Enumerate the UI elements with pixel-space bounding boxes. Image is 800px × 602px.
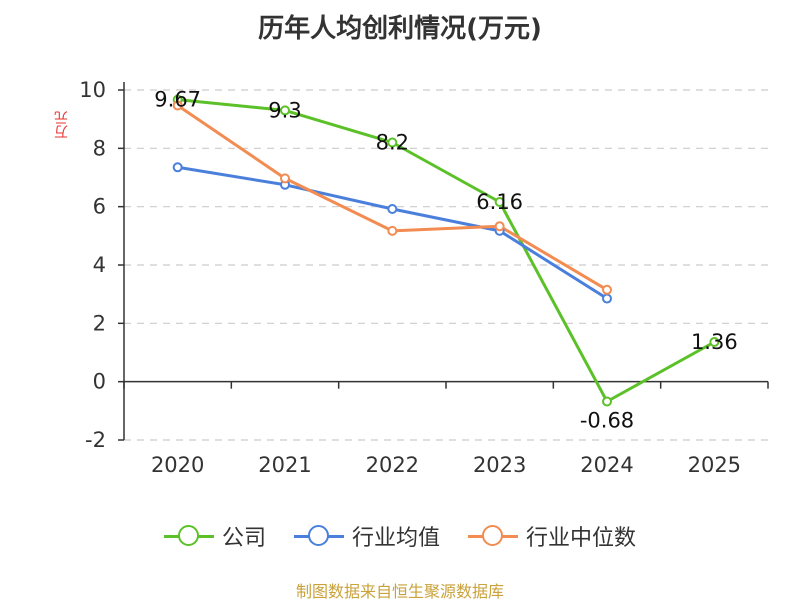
data-label: 9.67 (154, 88, 201, 112)
data-point (494, 221, 505, 232)
data-label: -0.68 (580, 409, 634, 433)
legend-label: 行业均值 (351, 526, 440, 551)
data-label: 9.3 (268, 98, 301, 122)
y-tick-label: 4 (93, 253, 106, 277)
y-tick-label: -2 (85, 428, 106, 452)
x-tick-label: 2025 (688, 453, 741, 477)
x-tick-label: 2021 (258, 453, 311, 477)
legend-item[interactable]: 行业中位数 (468, 520, 636, 552)
x-tick-label: 2023 (473, 453, 526, 477)
data-point (172, 100, 183, 111)
chart-title: 历年人均创利情况(万元) (258, 14, 542, 44)
y-tick-label: 10 (79, 78, 106, 102)
legend-label: 行业中位数 (526, 526, 637, 551)
data-point (172, 162, 183, 173)
data-point (387, 204, 398, 214)
data-point (280, 105, 290, 116)
data-point (280, 173, 290, 184)
x-tick-label: 2024 (580, 453, 633, 477)
data-point (494, 197, 505, 207)
legend-line-circle-icon (163, 525, 214, 547)
data-label: 1.36 (691, 330, 738, 354)
legend: 公司 行业均值 行业中位数 (0, 518, 800, 554)
legend-item[interactable]: 行业均值 (293, 520, 440, 552)
data-point (602, 396, 612, 407)
x-tick-label: 2020 (151, 453, 204, 477)
data-label: 8.2 (376, 131, 409, 155)
data-point (387, 137, 398, 148)
y-tick-label: 6 (93, 195, 106, 219)
legend-line-circle-icon (293, 525, 344, 547)
x-tick-label: 2022 (366, 453, 419, 477)
legend-line-circle-icon (468, 525, 518, 547)
data-label: 6.16 (476, 190, 523, 214)
legend-label: 公司 (221, 526, 266, 551)
data-point (602, 293, 612, 304)
data-point (709, 337, 720, 347)
y-tick-label: 0 (93, 370, 106, 394)
data-point (387, 225, 398, 236)
data-point (602, 284, 612, 295)
y-tick-label: 8 (93, 136, 106, 160)
y-tick-label: 2 (93, 311, 106, 335)
series-line-1 (177, 98, 716, 403)
source-note: 制图数据来自恒生聚源数据库 (295, 582, 504, 601)
legend-item[interactable]: 公司 (163, 520, 266, 552)
